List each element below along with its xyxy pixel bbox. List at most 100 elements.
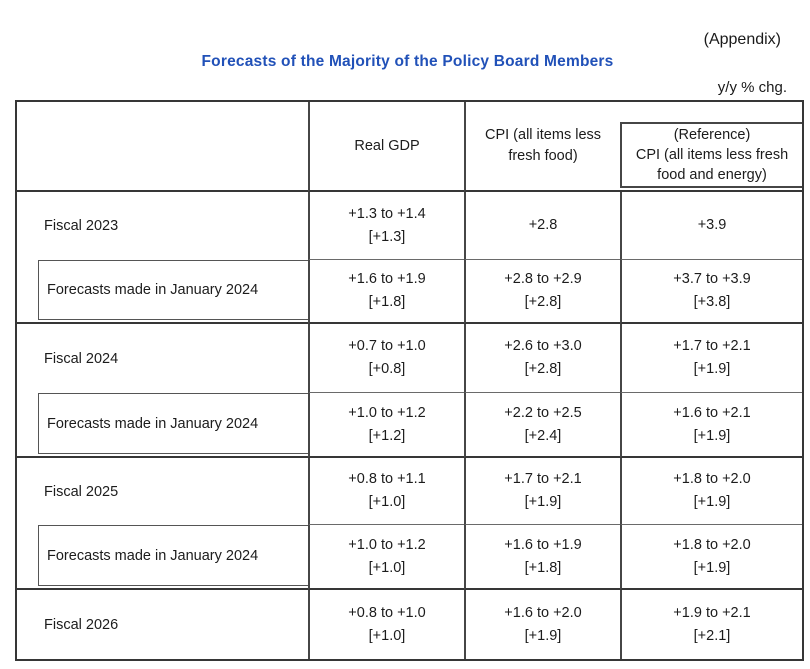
cpi-range: +2.8 to +2.9 bbox=[504, 271, 582, 287]
cpi-value-cell: +2.2 to +2.5 [+2.4] bbox=[464, 393, 620, 458]
gdp-value-cell: +1.6 to +1.9 [+1.8] bbox=[308, 260, 464, 324]
gdp-median: [+1.2] bbox=[368, 427, 406, 444]
cpi-value-cell: +2.6 to +3.0 [+2.8] bbox=[464, 324, 620, 393]
ref-range: +1.8 to +2.0 bbox=[673, 536, 751, 553]
ref-value-cell: +3.7 to +3.9 [+3.8] bbox=[620, 260, 802, 324]
row-forecast-jan2024-fy2023: Forecasts made in January 2024 +1.6 to +… bbox=[17, 260, 802, 324]
ref-value-cell: +1.6 to +2.1 [+1.9] bbox=[620, 393, 802, 458]
reference-line1: (Reference) bbox=[673, 127, 751, 143]
header-cpi-label: CPI (all items less fresh food) bbox=[484, 127, 602, 164]
gdp-range: +1.0 to +1.2 bbox=[348, 404, 426, 421]
cpi-range: +1.6 to +1.9 bbox=[504, 536, 582, 553]
cpi-value-cell: +1.6 to +2.0 [+1.9] bbox=[464, 590, 620, 659]
gdp-value-cell: +1.0 to +1.2 [+1.0] bbox=[308, 525, 464, 590]
fiscal-year-cell: Fiscal 2024 bbox=[17, 324, 308, 393]
ref-range: +3.7 to +3.9 bbox=[673, 271, 751, 287]
row-forecast-jan2024-fy2024: Forecasts made in January 2024 +1.0 to +… bbox=[17, 393, 802, 458]
gdp-value-cell: +0.8 to +1.1 [+1.0] bbox=[308, 458, 464, 525]
header-real-gdp: Real GDP bbox=[308, 102, 464, 192]
fiscal-year-label: Fiscal 2025 bbox=[44, 483, 119, 500]
forecast-inset-box: Forecasts made in January 2024 bbox=[38, 260, 308, 320]
ref-median: [+3.8] bbox=[693, 294, 731, 310]
gdp-median: [+1.8] bbox=[368, 294, 406, 310]
row-fiscal-2026: Fiscal 2026 +0.8 to +1.0 [+1.0] +1.6 to +… bbox=[17, 590, 802, 659]
gdp-value-cell: +0.7 to +1.0 [+0.8] bbox=[308, 324, 464, 393]
cpi-range: +2.2 to +2.5 bbox=[504, 404, 582, 421]
gdp-range: +0.7 to +1.0 bbox=[348, 338, 426, 354]
table-header-row: Real GDP CPI (all items less fresh food)… bbox=[17, 102, 802, 192]
gdp-value-cell: +1.0 to +1.2 [+1.2] bbox=[308, 393, 464, 458]
cpi-range: +1.6 to +2.0 bbox=[504, 604, 582, 621]
fiscal-year-cell: Fiscal 2023 bbox=[17, 192, 308, 260]
forecast-label: Forecasts made in January 2024 bbox=[47, 415, 259, 432]
gdp-value-cell: +0.8 to +1.0 [+1.0] bbox=[308, 590, 464, 659]
cpi-value-cell: +2.8 to +2.9 [+2.8] bbox=[464, 260, 620, 324]
fiscal-year-cell: Fiscal 2026 bbox=[17, 590, 308, 659]
ref-median: [+2.1] bbox=[693, 627, 731, 644]
ref-range: +1.9 to +2.1 bbox=[673, 604, 751, 621]
header-empty-cell bbox=[17, 102, 308, 192]
gdp-range: +1.3 to +1.4 bbox=[348, 205, 426, 222]
gdp-range: +1.6 to +1.9 bbox=[348, 271, 426, 287]
gdp-range: +0.8 to +1.0 bbox=[348, 604, 426, 621]
ref-value-cell: +1.8 to +2.0 [+1.9] bbox=[620, 458, 802, 525]
cpi-range: +1.7 to +2.1 bbox=[504, 471, 582, 487]
ref-value-cell: +1.8 to +2.0 [+1.9] bbox=[620, 525, 802, 590]
cpi-range: +2.8 bbox=[528, 217, 558, 233]
ref-value-cell: +1.9 to +2.1 [+2.1] bbox=[620, 590, 802, 659]
row-fiscal-2023: Fiscal 2023 +1.3 to +1.4 [+1.3] +2.8 +3.9 bbox=[17, 192, 802, 260]
reference-line2: CPI (all items less fresh food and energ… bbox=[635, 147, 789, 183]
cpi-median: [+2.8] bbox=[524, 361, 562, 377]
ref-median: [+1.9] bbox=[693, 427, 731, 444]
cpi-median: [+2.4] bbox=[524, 427, 562, 444]
ref-range: +1.6 to +2.1 bbox=[673, 404, 751, 421]
gdp-median: [+1.0] bbox=[368, 627, 406, 644]
cpi-median: [+2.8] bbox=[524, 294, 562, 310]
row-forecast-jan2024-fy2025: Forecasts made in January 2024 +1.0 to +… bbox=[17, 525, 802, 590]
cpi-range: +2.6 to +3.0 bbox=[504, 338, 582, 354]
forecast-label: Forecasts made in January 2024 bbox=[47, 547, 259, 564]
row-fiscal-2024: Fiscal 2024 +0.7 to +1.0 [+0.8] +2.6 to +… bbox=[17, 324, 802, 393]
ref-value-cell: +3.9 bbox=[620, 192, 802, 260]
cpi-median: [+1.8] bbox=[524, 559, 562, 576]
fiscal-year-label: Fiscal 2026 bbox=[44, 616, 119, 633]
fiscal-year-cell: Fiscal 2025 bbox=[17, 458, 308, 525]
ref-value-cell: +1.7 to +2.1 [+1.9] bbox=[620, 324, 802, 393]
ref-range: +3.9 bbox=[697, 217, 727, 233]
forecast-inset-box: Forecasts made in January 2024 bbox=[38, 393, 308, 454]
forecast-label-cell: Forecasts made in January 2024 bbox=[17, 525, 308, 590]
fiscal-year-label: Fiscal 2023 bbox=[44, 218, 119, 234]
cpi-value-cell: +2.8 bbox=[464, 192, 620, 260]
gdp-median: [+0.8] bbox=[368, 361, 406, 377]
gdp-median: [+1.0] bbox=[368, 494, 406, 510]
ref-median: [+1.9] bbox=[693, 494, 731, 510]
header-cpi-reference: (Reference) CPI (all items less fresh fo… bbox=[620, 102, 802, 192]
gdp-range: +1.0 to +1.2 bbox=[348, 536, 426, 553]
header-cpi: CPI (all items less fresh food) bbox=[464, 102, 620, 192]
cpi-median: [+1.9] bbox=[524, 494, 562, 510]
unit-note: y/y % chg. bbox=[717, 79, 787, 96]
fiscal-year-label: Fiscal 2024 bbox=[44, 350, 119, 367]
gdp-median: [+1.0] bbox=[368, 559, 406, 576]
reference-box: (Reference) CPI (all items less fresh fo… bbox=[620, 122, 802, 188]
forecast-label-cell: Forecasts made in January 2024 bbox=[17, 260, 308, 324]
page-title: Forecasts of the Majority of the Policy … bbox=[201, 53, 614, 70]
forecast-table: Real GDP CPI (all items less fresh food)… bbox=[15, 100, 804, 661]
gdp-range: +0.8 to +1.1 bbox=[348, 471, 426, 487]
cpi-value-cell: +1.6 to +1.9 [+1.8] bbox=[464, 525, 620, 590]
header-real-gdp-label: Real GDP bbox=[354, 137, 420, 154]
forecast-label: Forecasts made in January 2024 bbox=[47, 282, 259, 298]
ref-median: [+1.9] bbox=[693, 559, 731, 576]
gdp-median: [+1.3] bbox=[368, 228, 406, 245]
cpi-median: [+1.9] bbox=[524, 627, 562, 644]
cpi-value-cell: +1.7 to +2.1 [+1.9] bbox=[464, 458, 620, 525]
appendix-label: (Appendix) bbox=[703, 31, 781, 48]
ref-range: +1.8 to +2.0 bbox=[673, 471, 751, 487]
gdp-value-cell: +1.3 to +1.4 [+1.3] bbox=[308, 192, 464, 260]
forecast-inset-box: Forecasts made in January 2024 bbox=[38, 525, 308, 586]
forecast-label-cell: Forecasts made in January 2024 bbox=[17, 393, 308, 458]
row-fiscal-2025: Fiscal 2025 +0.8 to +1.1 [+1.0] +1.7 to +… bbox=[17, 458, 802, 525]
ref-range: +1.7 to +2.1 bbox=[673, 338, 751, 354]
ref-median: [+1.9] bbox=[693, 361, 731, 377]
